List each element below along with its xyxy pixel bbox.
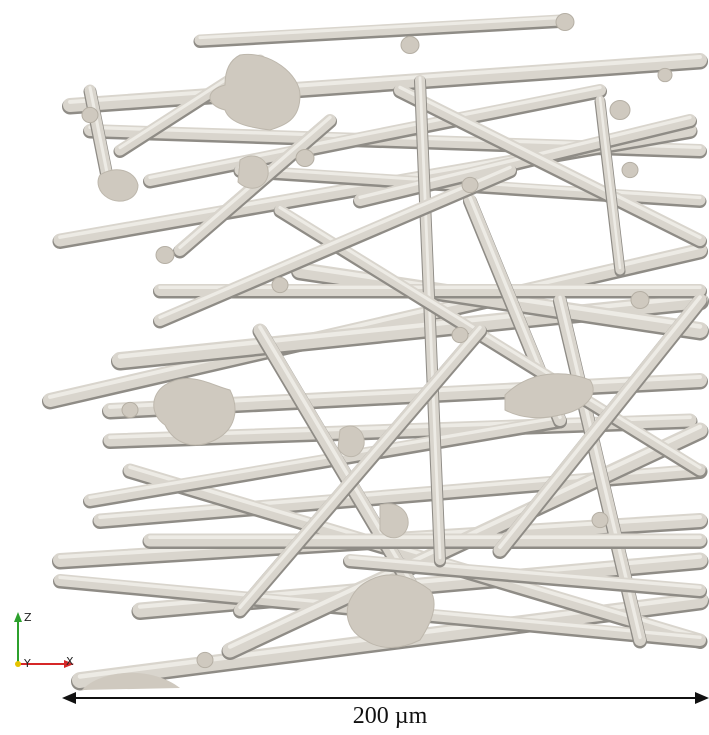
fiber-junction-section xyxy=(97,169,139,202)
fiber xyxy=(274,204,706,476)
fiber xyxy=(43,243,707,407)
axis-triad xyxy=(14,612,74,668)
fiber-junction-section xyxy=(379,503,409,539)
fiber-end-cap xyxy=(630,290,650,310)
fiber-end-cap xyxy=(196,651,214,669)
fiber-junction-section xyxy=(209,53,301,131)
axis-x-label: X xyxy=(66,655,74,668)
fiber-junction-section xyxy=(504,373,594,419)
fiber xyxy=(123,463,707,647)
fiber xyxy=(63,53,707,112)
fiber-highlight xyxy=(258,325,422,599)
fiber-highlight xyxy=(348,555,702,590)
fiber xyxy=(154,164,516,326)
fiber-end-cap xyxy=(461,176,479,194)
fiber xyxy=(292,262,708,338)
fiber-junction-section xyxy=(237,155,269,189)
fiber-end-cap xyxy=(121,401,139,419)
fiber-highlight xyxy=(148,85,602,180)
fiber-highlight xyxy=(88,415,562,500)
fiber-cross-sections xyxy=(81,12,673,690)
fiber xyxy=(84,414,566,506)
fiber-highlight xyxy=(68,54,702,104)
axis-z-label: Z xyxy=(24,611,32,624)
fiber-end-cap xyxy=(609,100,631,120)
fiber-highlight xyxy=(128,465,702,639)
fiber-highlight xyxy=(48,244,702,399)
fiber-highlight xyxy=(158,165,512,320)
axis-y-label: Y xyxy=(24,657,31,670)
fiber xyxy=(234,324,486,616)
fiber-end-cap xyxy=(81,106,99,124)
fiber xyxy=(144,84,606,186)
fiber-end-cap xyxy=(295,148,315,168)
fiber-highlight xyxy=(238,325,482,610)
fiber-highlight xyxy=(117,294,703,359)
fiber xyxy=(394,84,706,246)
fiber-junction-section xyxy=(153,378,236,446)
fiber-highlight xyxy=(88,86,112,190)
fiber-end-cap xyxy=(657,67,673,83)
fiber-highlight xyxy=(418,76,442,560)
fiber-end-cap xyxy=(451,326,469,344)
fiber-junction-section xyxy=(346,574,435,648)
fiber-base-section xyxy=(82,672,180,690)
fiber xyxy=(344,554,706,596)
scale-bar-label: 200 µm xyxy=(352,703,428,729)
fiber-junction-section xyxy=(337,425,365,458)
fiber xyxy=(194,14,566,46)
fiber-end-cap xyxy=(155,245,175,265)
scale-bar xyxy=(62,692,709,704)
fiber-highlight xyxy=(598,96,622,270)
fiber-end-cap xyxy=(555,12,575,32)
fiber-end-cap xyxy=(591,511,609,529)
fiber-highlight xyxy=(278,206,702,470)
fiber-end-cap xyxy=(271,276,289,294)
fiber-highlight xyxy=(498,295,702,549)
fiber-end-cap xyxy=(621,161,639,179)
fiber-end-cap xyxy=(400,35,420,55)
fiber-highlight xyxy=(398,85,702,240)
fiber-highlight xyxy=(198,16,562,40)
